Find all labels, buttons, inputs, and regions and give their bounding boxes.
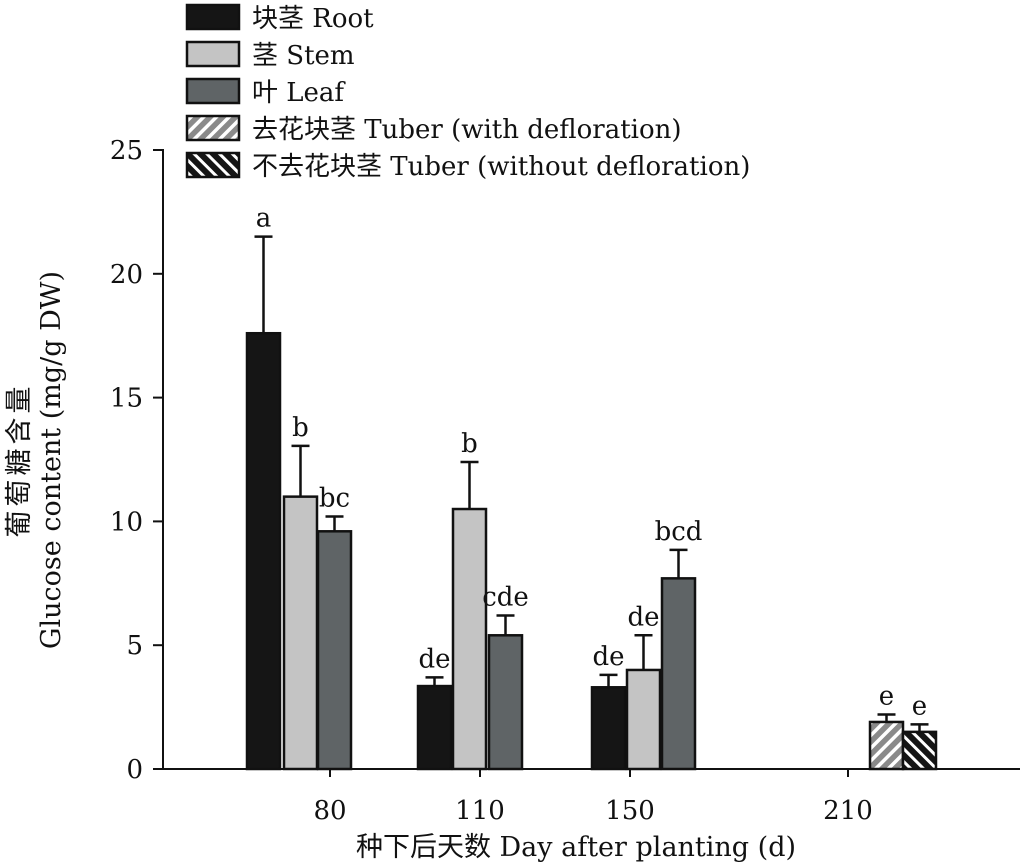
legend-label: 茎 Stem	[252, 41, 355, 71]
x-tick-label: 150	[605, 796, 655, 826]
y-axis-label-cn: 葡萄糖含量	[4, 383, 35, 538]
significance-label: bc	[319, 483, 350, 513]
significance-label: de	[592, 642, 624, 672]
bar-root	[245, 331, 282, 771]
legend-label: 去花块茎 Tuber (with defloration)	[252, 115, 682, 145]
significance-label: b	[292, 413, 309, 443]
x-tick-label: 210	[823, 796, 873, 826]
bar-stem	[451, 507, 488, 771]
legend-swatch	[185, 114, 241, 142]
y-tick-label: 20	[110, 260, 143, 290]
legend-swatch	[185, 77, 241, 105]
legend-label: 块茎 Root	[252, 4, 374, 34]
significance-label: e	[912, 691, 927, 721]
x-tick-label: 80	[313, 796, 346, 826]
significance-label: bcd	[655, 517, 703, 547]
y-tick-label: 0	[126, 755, 143, 785]
bar-root	[590, 686, 627, 771]
significance-label: a	[256, 204, 272, 234]
y-tick-label: 15	[110, 384, 143, 414]
legend-swatch	[185, 3, 241, 31]
bar-leaf	[316, 530, 353, 771]
legend-swatch	[185, 151, 241, 179]
y-axis-label: Glucose content (mg/g DW)	[36, 271, 67, 649]
legend-label: 不去花块茎 Tuber (without defloration)	[252, 152, 750, 182]
x-tick-label: 110	[455, 796, 505, 826]
x-axis-label: 种下后天数 Day after planting (d)	[356, 832, 796, 863]
bar-leaf	[487, 634, 524, 771]
y-tick-label: 25	[110, 136, 143, 166]
bar-tuber-without-defloration	[901, 730, 938, 771]
significance-label: de	[418, 644, 450, 674]
significance-label: cde	[482, 582, 529, 612]
bar-leaf	[660, 577, 697, 771]
legend-swatch	[185, 40, 241, 68]
bar-stem	[625, 668, 662, 771]
bar-tuber-with-defloration	[868, 720, 905, 771]
y-tick-label: 5	[126, 631, 143, 661]
axes: 0 5 10 15 20 25 80 110 150 210	[110, 136, 1020, 826]
legend: 块茎 Root 茎 Stem 叶 Leaf 去花块茎 Tuber (with defl…	[185, 3, 750, 182]
significance-label: de	[627, 602, 659, 632]
bar-stem	[282, 495, 319, 771]
significance-label: e	[879, 682, 894, 712]
bar-root	[416, 684, 453, 771]
legend-label: 叶 Leaf	[252, 78, 346, 108]
y-tick-label: 10	[110, 507, 143, 537]
significance-label: b	[461, 429, 478, 459]
